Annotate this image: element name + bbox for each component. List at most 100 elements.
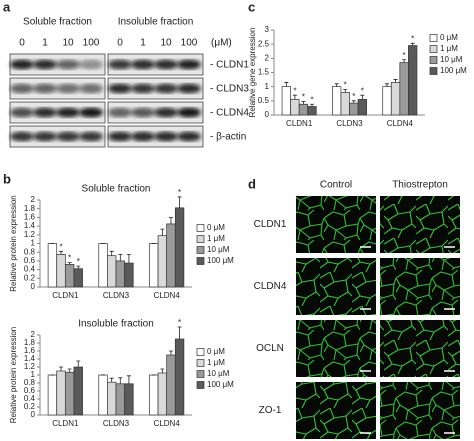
blot-band [154,131,178,142]
charts: Soluble fraction Relative protein express… [9,25,467,428]
blot-band [131,59,155,70]
chart-title: Insoluble fraction [78,319,154,330]
blot-band [33,59,57,70]
y-tick-label: 1 [31,239,36,248]
blot-band [10,59,34,70]
error-bar [334,83,339,87]
error-bar [76,265,81,269]
y-tick-label: 1.8 [24,204,36,213]
bar [107,255,117,288]
band-label: - CLDN1 [210,60,249,71]
legend-swatch [196,359,205,367]
bar [115,383,125,416]
band-label: - β-actin [210,132,246,143]
y-tick-label: 3 [265,25,270,34]
significance-mark: * [59,242,62,251]
y-tick-label: 1.6 [24,213,36,222]
blot-band [56,131,80,142]
micrograph [296,382,376,439]
significance-mark: * [403,51,406,60]
blot-band [108,59,132,70]
concentration-label: 0 [19,38,25,49]
y-tick-label: 0 [31,282,36,291]
blot-band [79,107,103,118]
bar [166,354,176,416]
legend-swatch [196,348,205,356]
error-bar [292,94,297,100]
bar [73,268,83,288]
blot-band [56,83,80,94]
bar [149,374,159,416]
panel-label: a [3,0,11,14]
significance-mark: * [411,34,414,43]
error-bar [343,89,348,93]
column-label: Control [320,180,352,191]
legend-swatch [429,34,438,42]
y-axis-label: Relative protein expression [9,327,18,424]
x-tick-label: CLDN3 [103,291,130,300]
x-tick-label: CLDN3 [336,119,363,128]
bar [408,45,418,116]
y-tick-label: 0.6 [24,256,36,265]
error-bar [126,253,131,264]
micrograph [380,258,460,315]
bar [332,86,342,116]
legend-swatch [196,235,205,243]
error-bar [177,326,182,339]
bar [98,243,108,288]
bar [115,260,125,288]
blot-band [108,131,132,142]
blot-band [131,131,155,142]
bar [349,102,359,116]
legend-swatch [196,224,205,232]
legend-label: 1 μM [207,234,225,243]
legend-label: 1 μM [207,358,225,367]
bar [357,99,367,116]
x-tick-label: CLDN1 [52,419,79,428]
bar [399,62,409,116]
micrograph [296,320,376,377]
error-bar [160,368,165,373]
error-bar [310,103,315,107]
concentration-label: 10 [160,38,172,49]
legend-label: 100 μM [207,256,234,265]
error-bar [168,217,173,224]
bar [64,264,75,288]
row-label: ZO-1 [259,405,282,416]
band-label: - CLDN4 [210,108,249,119]
fraction-label: Insoluble fraction [118,17,194,28]
legend-swatch [196,257,205,265]
y-tick-label: 0.2 [24,402,36,411]
x-tick-label: CLDN4 [387,119,414,128]
significance-mark: * [77,257,80,266]
legend-label: 10 μM [207,369,230,378]
y-tick-label: 0.8 [24,247,36,256]
error-bar [109,250,114,256]
blot-band [131,107,155,118]
legend-swatch [196,246,205,254]
concentration-label: 1 [140,38,146,49]
bar [174,207,185,288]
blot-band [10,107,34,118]
y-tick-label: 1.6 [24,346,36,355]
blot-band [177,107,201,118]
bar [298,103,309,116]
error-bar [402,59,407,63]
x-tick-label: CLDN1 [52,291,79,300]
y-tick-label: 1.4 [24,354,36,363]
error-bar [360,94,365,100]
error-bar [384,83,389,87]
blot-band [33,107,57,118]
bar [390,82,401,116]
error-bar [59,250,64,255]
significance-mark: * [361,86,364,95]
y-tick-label: 0 [265,110,270,119]
y-tick-label: 0.5 [258,96,270,105]
micrograph [380,382,460,439]
panel-label: b [3,171,11,186]
blot-band [154,83,178,94]
y-tick-label: 0 [31,410,36,419]
y-tick-label: 2 [265,53,270,62]
blot-band [33,83,57,94]
